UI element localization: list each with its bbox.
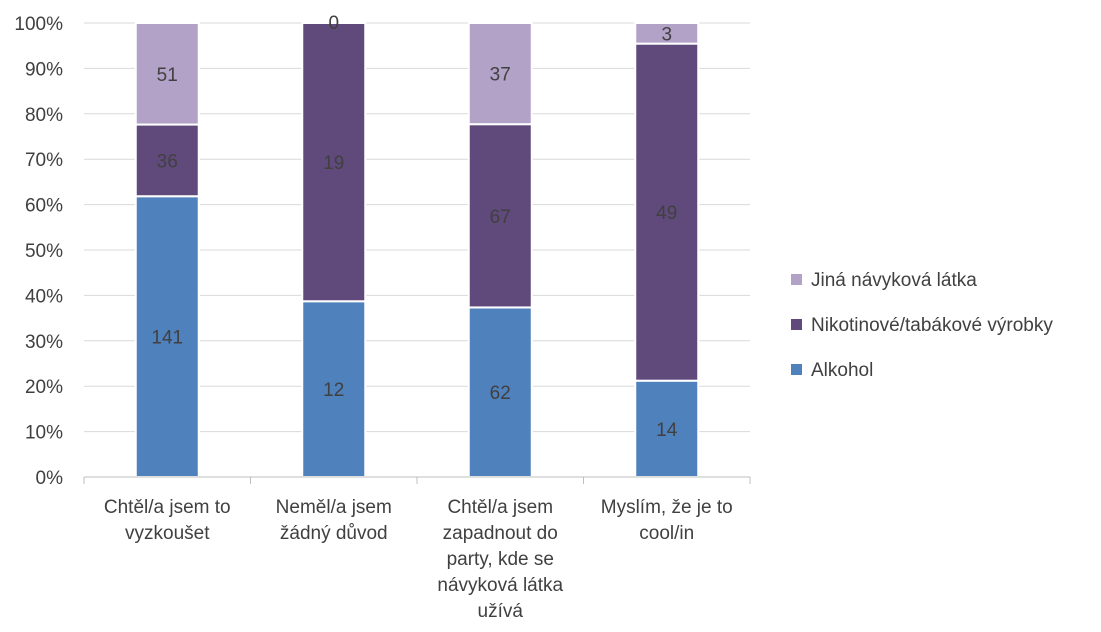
y-tick-label: 40% — [25, 286, 63, 307]
data-label: 51 — [157, 65, 178, 86]
bars — [134, 22, 700, 479]
bar-segment — [301, 300, 367, 478]
x-category-label: Myslím, že je to cool/in — [601, 497, 733, 544]
legend-label: Jiná návyková látka — [811, 270, 977, 291]
y-tick-label: 50% — [25, 241, 63, 262]
y-tick-label: 10% — [25, 423, 63, 444]
data-label: 12 — [323, 380, 344, 401]
data-labels: 141 36 51 12 19 0 62 67 37 14 49 3 — [151, 13, 677, 441]
bar-segment — [634, 379, 700, 478]
data-label: 3 — [661, 24, 672, 45]
legend-swatch — [791, 319, 802, 330]
legend-label: Alkohol — [811, 360, 873, 381]
y-tick-label: 80% — [25, 105, 63, 126]
y-tick-label: 60% — [25, 196, 63, 217]
legend: Jiná návyková látka Nikotinové/tabákové v… — [791, 270, 1053, 381]
data-label: 14 — [656, 420, 678, 441]
y-tick-label: 30% — [25, 332, 63, 353]
data-label: 36 — [157, 151, 178, 172]
legend-swatch — [791, 364, 802, 375]
x-axis — [83, 476, 751, 484]
data-label: 0 — [328, 13, 339, 34]
legend-swatch — [791, 274, 802, 285]
data-label: 141 — [151, 328, 183, 349]
legend-label: Nikotinové/tabákové výrobky — [811, 315, 1053, 336]
bar-segment — [467, 306, 533, 479]
data-label: 67 — [490, 207, 511, 228]
bar-segment — [634, 42, 700, 382]
x-category-label: Chtěl/a jsem to vyzkoušet — [104, 497, 231, 544]
y-tick-label: 0% — [36, 468, 64, 489]
bar-segment — [467, 22, 533, 126]
data-label: 19 — [323, 153, 344, 174]
bar-segment — [467, 123, 533, 309]
y-tick-label: 70% — [25, 150, 63, 171]
bar-segment — [134, 22, 200, 126]
bar-segment — [634, 22, 700, 45]
y-tick-label: 90% — [25, 59, 63, 80]
data-label: 49 — [656, 203, 677, 224]
data-label: 37 — [490, 65, 511, 86]
bar-segment — [301, 22, 367, 303]
y-tick-label: 20% — [25, 377, 63, 398]
x-category-label: Neměl/a jsem žádný důvod — [276, 497, 392, 544]
y-axis-tick-labels: 0% 10% 20% 30% 40% 50% 60% 70% 80% 90% 100% — [14, 14, 63, 489]
x-axis-category-labels: Chtěl/a jsem to vyzkoušet Neměl/a jsem žádn… — [104, 497, 733, 622]
data-label: 62 — [490, 383, 511, 404]
x-category-label: Chtěl/a jsem zapadnout do party, kde se náv… — [437, 497, 563, 622]
y-tick-label: 100% — [14, 14, 63, 35]
